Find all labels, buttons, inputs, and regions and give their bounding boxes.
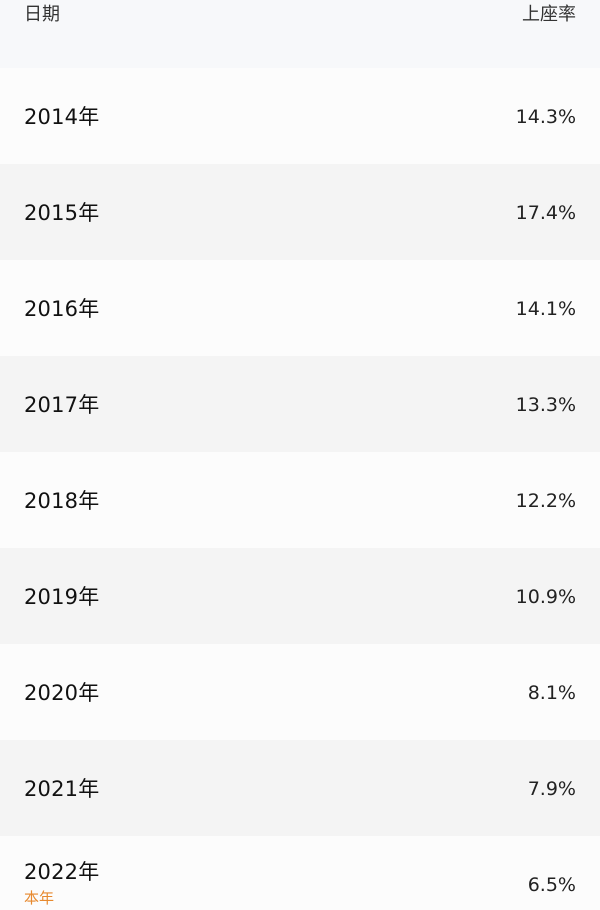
table-row: 2017年 13.3% [0,356,600,452]
year-cell: 2014年 [24,105,100,129]
rate-cell: 8.1% [527,682,576,704]
year-cell: 2018年 [24,489,100,513]
rate-cell: 12.2% [515,490,576,512]
table-row: 2016年 14.1% [0,260,600,356]
rate-cell: 14.3% [515,106,576,128]
rate-cell: 7.9% [527,778,576,800]
rate-cell: 10.9% [515,586,576,608]
year-cell: 2021年 [24,777,100,801]
table-row-current-year: 2022年 本年 6.5% [0,836,600,910]
table-row: 2014年 14.3% [0,68,600,164]
rate-cell: 14.1% [515,298,576,320]
rate-cell: 13.3% [515,394,576,416]
year-cell: 2016年 [24,297,100,321]
table-header: 日期 上座率 [0,0,600,68]
table-row: 2015年 17.4% [0,164,600,260]
year-cell: 2017年 [24,393,100,417]
rate-column-header: 上座率 [522,4,576,25]
rate-cell: 17.4% [515,202,576,224]
year-cell: 2022年 [24,860,100,884]
table-row: 2021年 7.9% [0,740,600,836]
rate-cell: 6.5% [527,874,576,896]
table-row: 2018年 12.2% [0,452,600,548]
year-cell: 2015年 [24,201,100,225]
date-column-header: 日期 [24,4,60,25]
table-body: 2014年 14.3% 2015年 17.4% 2016年 14.1% 2017… [0,68,600,910]
year-cell: 2019年 [24,585,100,609]
current-year-tag: 本年 [24,889,55,907]
table-row: 2020年 8.1% [0,644,600,740]
year-cell: 2020年 [24,681,100,705]
table-row: 2019年 10.9% [0,548,600,644]
